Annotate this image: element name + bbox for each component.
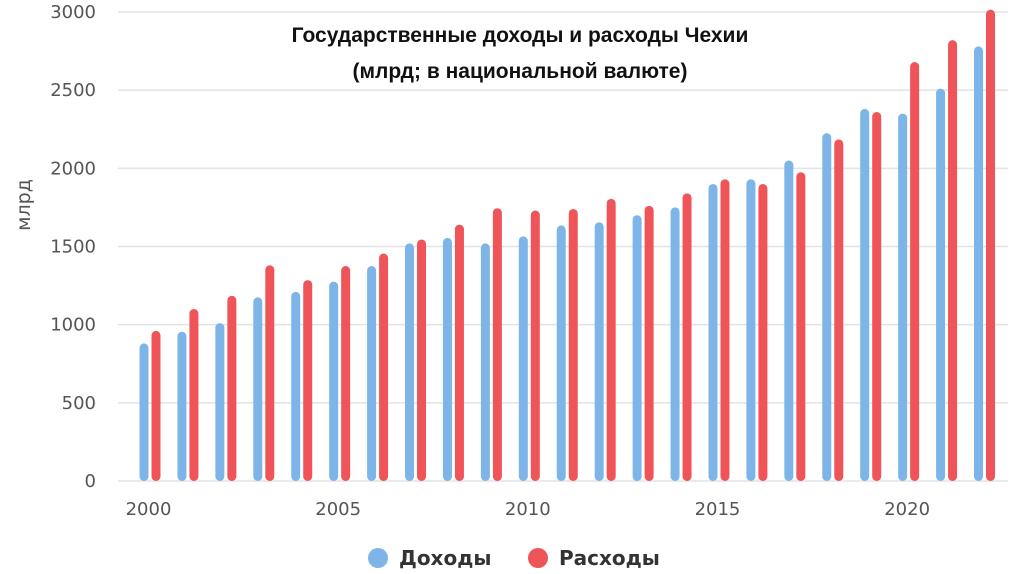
legend-marker-expenses [528,548,548,568]
legend-item-revenue[interactable]: Доходы [368,546,491,570]
bar-revenue-2004[interactable] [291,291,301,481]
bar-revenue-2018[interactable] [822,133,832,482]
y-tick-label-3000: 3000 [50,2,96,23]
bar-expenses-2021[interactable] [948,40,958,481]
bar-expenses-2012[interactable] [606,198,616,481]
bar-expenses-2015[interactable] [720,179,730,481]
bar-expenses-2019[interactable] [872,112,882,481]
y-tick-label-2500: 2500 [50,80,96,101]
y-tick-label-2000: 2000 [50,158,96,179]
bar-expenses-2011[interactable] [568,208,578,482]
bar-revenue-2017[interactable] [784,160,794,481]
bar-expenses-2018[interactable] [834,139,844,481]
legend-marker-revenue [368,548,388,568]
x-tick-label-2020: 2020 [884,499,930,520]
bar-revenue-2005[interactable] [329,281,339,481]
bar-revenue-2014[interactable] [670,207,680,481]
y-axis-label: млрд [13,179,35,231]
bar-revenue-2022[interactable] [974,46,983,481]
x-axis-ticks: 2000 2005 2010 2015 2020 [126,499,930,520]
bar-expenses-2003[interactable] [265,265,275,481]
bar-revenue-2007[interactable] [405,243,415,481]
x-tick-label-2005: 2005 [315,499,361,520]
y-tick-label-1500: 1500 [50,237,96,258]
bar-revenue-2020[interactable] [898,113,908,481]
bar-expenses-2005[interactable] [341,266,351,481]
x-tick-label-2010: 2010 [505,499,551,520]
bar-expenses-2007[interactable] [417,239,427,481]
bar-revenue-2008[interactable] [442,237,452,481]
bars [139,9,995,482]
bar-expenses-2013[interactable] [644,205,654,481]
bar-revenue-2011[interactable] [556,225,566,481]
x-tick-label-2015: 2015 [695,499,741,520]
bar-revenue-2012[interactable] [594,222,604,482]
bar-revenue-2001[interactable] [177,331,187,481]
bar-revenue-2021[interactable] [936,88,946,481]
bar-revenue-2003[interactable] [253,297,263,481]
bar-expenses-2014[interactable] [682,193,692,481]
bar-revenue-2010[interactable] [518,236,528,481]
bar-revenue-2013[interactable] [632,215,642,481]
bar-expenses-2008[interactable] [454,224,464,481]
bar-revenue-2006[interactable] [367,266,377,481]
bar-expenses-2001[interactable] [189,309,199,481]
bar-expenses-2020[interactable] [910,62,920,481]
bar-expenses-2004[interactable] [303,280,313,481]
bar-revenue-2019[interactable] [860,108,870,481]
y-tick-label-0: 0 [85,471,96,492]
bar-expenses-2010[interactable] [530,210,540,481]
bar-revenue-2015[interactable] [708,183,718,481]
y-axis-ticks: 0 500 1000 1500 2000 2500 3000 [50,2,96,492]
legend-label-revenue: Доходы [399,546,491,570]
bar-expenses-2000[interactable] [151,330,161,481]
y-tick-label-500: 500 [62,393,96,414]
bar-expenses-2016[interactable] [758,183,768,481]
legend-item-expenses[interactable]: Расходы [528,546,660,570]
chart-subtitle: (млрд; в национальной валюте) [353,60,688,83]
legend: Доходы Расходы [368,546,660,570]
bar-expenses-2022[interactable] [986,9,995,482]
bar-revenue-2009[interactable] [480,243,490,481]
bar-expenses-2009[interactable] [492,208,502,481]
bar-revenue-2000[interactable] [139,343,149,481]
chart-title: Государственные доходы и расходы Чехии [292,24,749,47]
bar-revenue-2002[interactable] [215,323,225,481]
y-tick-label-1000: 1000 [50,315,96,336]
legend-label-expenses: Расходы [559,546,660,570]
bar-expenses-2002[interactable] [227,295,237,481]
bar-revenue-2016[interactable] [746,179,756,481]
bar-expenses-2006[interactable] [379,253,389,481]
bar-expenses-2017[interactable] [796,172,806,481]
x-tick-label-2000: 2000 [126,499,172,520]
